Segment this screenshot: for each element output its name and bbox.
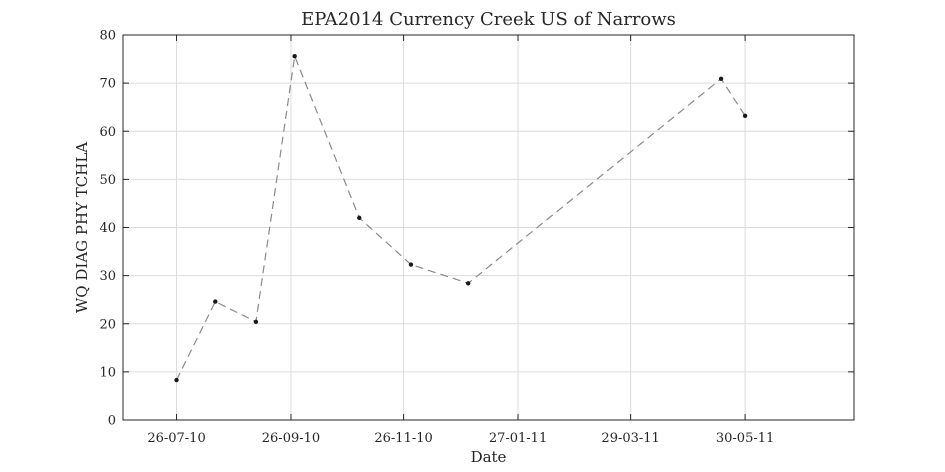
data-point [213,299,218,304]
y-tick-label: 60 [99,125,116,140]
y-tick-label: 10 [99,365,116,380]
y-tick-label: 0 [108,414,116,429]
y-tick-label: 50 [99,173,116,188]
data-point [292,53,297,59]
y-axis-label: WQ DIAG PHY TCHLA [73,142,91,313]
y-tick-label: 20 [99,317,116,332]
grid [123,34,854,421]
data-point [357,215,362,221]
data-series [174,53,748,383]
data-point [742,113,748,119]
axis-ticks: 0 10 20 30 40 50 60 70 80 26-07-10 26-09-10 26-11-1… [99,29,854,446]
x-tick-label: 29-03-11 [601,431,659,446]
x-tick-label: 26-07-10 [147,431,205,446]
x-axis-label: Date [471,448,507,466]
y-tick-label: 30 [99,269,116,284]
data-point [253,319,259,325]
data-point [174,377,179,383]
data-point [408,262,414,267]
y-tick-label: 80 [99,29,116,44]
x-tick-label: 26-11-10 [374,431,432,446]
y-tick-label: 40 [99,221,116,236]
data-point [465,281,471,286]
x-tick-label: 26-09-10 [262,431,320,446]
data-point [718,76,724,81]
x-tick-label: 30-05-11 [716,431,774,446]
chart-title: EPA2014 Currency Creek US of Narrows [301,9,676,30]
x-tick-label: 27-01-11 [489,431,547,446]
y-tick-label: 70 [99,77,116,92]
